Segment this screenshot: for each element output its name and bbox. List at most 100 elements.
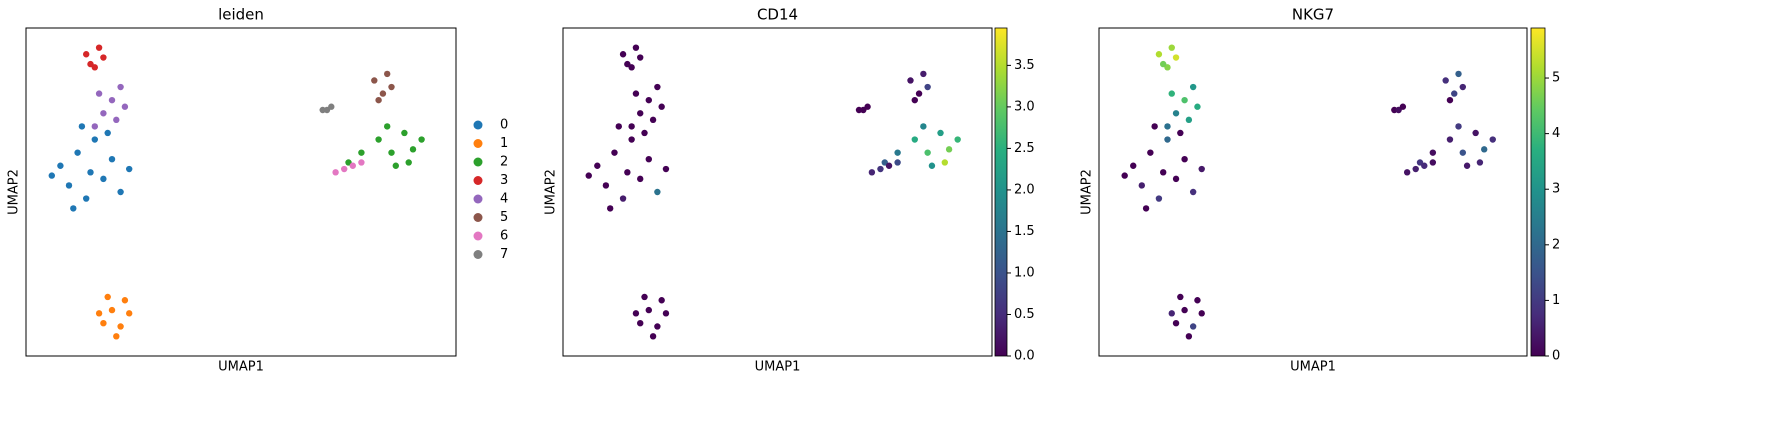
point xyxy=(632,310,640,317)
legend-marker xyxy=(473,120,483,130)
colorbar-tick-label: 3.5 xyxy=(1014,58,1035,73)
point xyxy=(113,333,120,340)
point xyxy=(1160,169,1167,176)
point xyxy=(1130,162,1137,169)
legend-label: 7 xyxy=(500,247,508,262)
point xyxy=(328,103,335,110)
colorbar-tick-label: 2.0 xyxy=(1014,182,1035,197)
point xyxy=(615,123,622,130)
point xyxy=(113,116,120,124)
legend-label: 1 xyxy=(500,136,508,151)
point xyxy=(1412,165,1419,173)
point xyxy=(1198,165,1205,173)
colorbar-tick-label: 2 xyxy=(1552,237,1560,252)
legend-label: 5 xyxy=(500,210,508,225)
point xyxy=(108,306,116,314)
point xyxy=(645,156,652,163)
point xyxy=(332,169,339,176)
point xyxy=(1172,110,1180,117)
point xyxy=(894,149,901,156)
point xyxy=(1168,310,1175,317)
point xyxy=(83,51,90,58)
point xyxy=(658,103,665,110)
chart-title: CD14 xyxy=(757,6,798,24)
point xyxy=(1172,175,1180,183)
point xyxy=(87,169,94,176)
point xyxy=(941,159,949,166)
colorbar-tick-label: 3.0 xyxy=(1014,99,1035,114)
point xyxy=(864,103,871,110)
point xyxy=(1472,129,1479,137)
point xyxy=(1489,136,1496,143)
point xyxy=(1185,116,1193,124)
legend-marker xyxy=(473,250,483,259)
point xyxy=(924,149,931,156)
point xyxy=(662,310,670,317)
point xyxy=(894,159,901,166)
point xyxy=(937,129,944,137)
point xyxy=(1177,293,1184,301)
colorbar-tick-label: 1.0 xyxy=(1014,265,1035,280)
point xyxy=(1189,323,1197,330)
point xyxy=(1481,146,1488,153)
point xyxy=(91,123,99,130)
point xyxy=(95,90,103,97)
point xyxy=(384,70,391,78)
point xyxy=(1147,149,1154,156)
point xyxy=(654,188,661,196)
colorbar-tick-label: 3 xyxy=(1552,182,1560,197)
point xyxy=(371,77,378,84)
point xyxy=(628,123,635,130)
point xyxy=(409,146,417,153)
point xyxy=(1160,60,1167,68)
point xyxy=(100,54,107,61)
point xyxy=(637,54,644,61)
point xyxy=(108,156,116,163)
point xyxy=(1164,123,1171,130)
point xyxy=(1463,162,1471,169)
point xyxy=(641,129,648,137)
point xyxy=(619,195,627,202)
point xyxy=(48,172,55,179)
point xyxy=(95,44,103,51)
point xyxy=(915,90,923,97)
point xyxy=(911,136,918,143)
point xyxy=(658,297,665,304)
point xyxy=(637,175,644,183)
point xyxy=(1172,320,1180,327)
point xyxy=(1194,103,1201,110)
point xyxy=(1459,149,1467,156)
colorbar-tick-label: 0 xyxy=(1552,349,1560,364)
axes-frame xyxy=(25,27,457,357)
point xyxy=(405,159,412,166)
point xyxy=(632,90,640,97)
point xyxy=(1181,306,1188,314)
point xyxy=(1446,96,1454,104)
point xyxy=(877,165,884,173)
point xyxy=(126,310,133,317)
point xyxy=(1455,70,1462,78)
colorbar-tick-label: 1.5 xyxy=(1014,224,1035,239)
point xyxy=(401,129,408,137)
point xyxy=(1399,103,1407,110)
y-axis-label: UMAP2 xyxy=(544,169,559,215)
legend-marker xyxy=(473,139,483,148)
point xyxy=(928,162,936,169)
colorbar-tick-label: 0.5 xyxy=(1014,307,1035,322)
point xyxy=(654,83,661,91)
colorbar xyxy=(1530,27,1546,357)
y-axis-label: UMAP2 xyxy=(1080,169,1095,215)
point xyxy=(87,60,94,68)
point xyxy=(1168,90,1175,97)
point xyxy=(1155,195,1163,202)
point xyxy=(868,169,876,176)
point xyxy=(1181,156,1188,163)
point xyxy=(1121,172,1128,179)
colorbar-tick-label: 2.5 xyxy=(1014,141,1035,156)
point xyxy=(375,96,382,104)
point xyxy=(349,162,356,169)
point xyxy=(1189,83,1197,91)
point xyxy=(100,110,107,117)
point xyxy=(121,297,129,304)
